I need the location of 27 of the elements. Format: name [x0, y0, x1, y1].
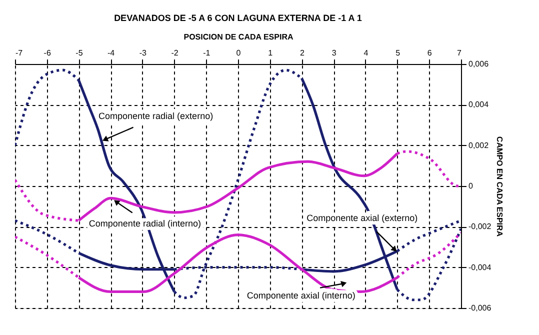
x-tick-label: -7: [16, 48, 24, 58]
y-tick-label: -0,002: [468, 222, 492, 232]
x-tick-label: -2: [171, 48, 179, 58]
x-tick-label: -3: [139, 48, 148, 58]
y-tick-label: 0,002: [468, 140, 490, 150]
y-tick-label: -0,004: [468, 262, 492, 272]
x-tick-label: -1: [203, 48, 211, 58]
y-tick-label: -0,006: [468, 304, 492, 312]
x-tick-label: -5: [76, 48, 84, 58]
x-tick-label: 6: [427, 48, 432, 58]
y-tick-label: 0,006: [468, 60, 490, 68]
x-tick-label: 1: [268, 48, 274, 58]
x-tick-label: 2: [300, 48, 305, 58]
y-tick-label: 0,004: [468, 100, 490, 110]
x-tick-label: -4: [108, 48, 116, 58]
x-axis-title: POSICION DE CADA ESPIRA: [184, 32, 294, 42]
annotation: Componente radial (externo): [98, 111, 214, 122]
x-tick-label: 3: [332, 48, 337, 58]
y-axis-title: CAMPO EN CADA ESPIRA: [495, 136, 504, 237]
x-tick-label: 4: [364, 48, 369, 58]
chart-title: DEVANADOS DE -5 A 6 CON LAGUNA EXTERNA DE -1 A 1: [114, 13, 362, 23]
x-tick-label: -6: [44, 48, 52, 58]
x-tick-label: 0: [236, 48, 242, 58]
y-tick-label: 0: [468, 182, 474, 190]
annotation: Componente axial (interno): [246, 290, 356, 301]
x-tick-label: 7: [457, 48, 462, 58]
x-tick-label: 5: [396, 48, 401, 58]
